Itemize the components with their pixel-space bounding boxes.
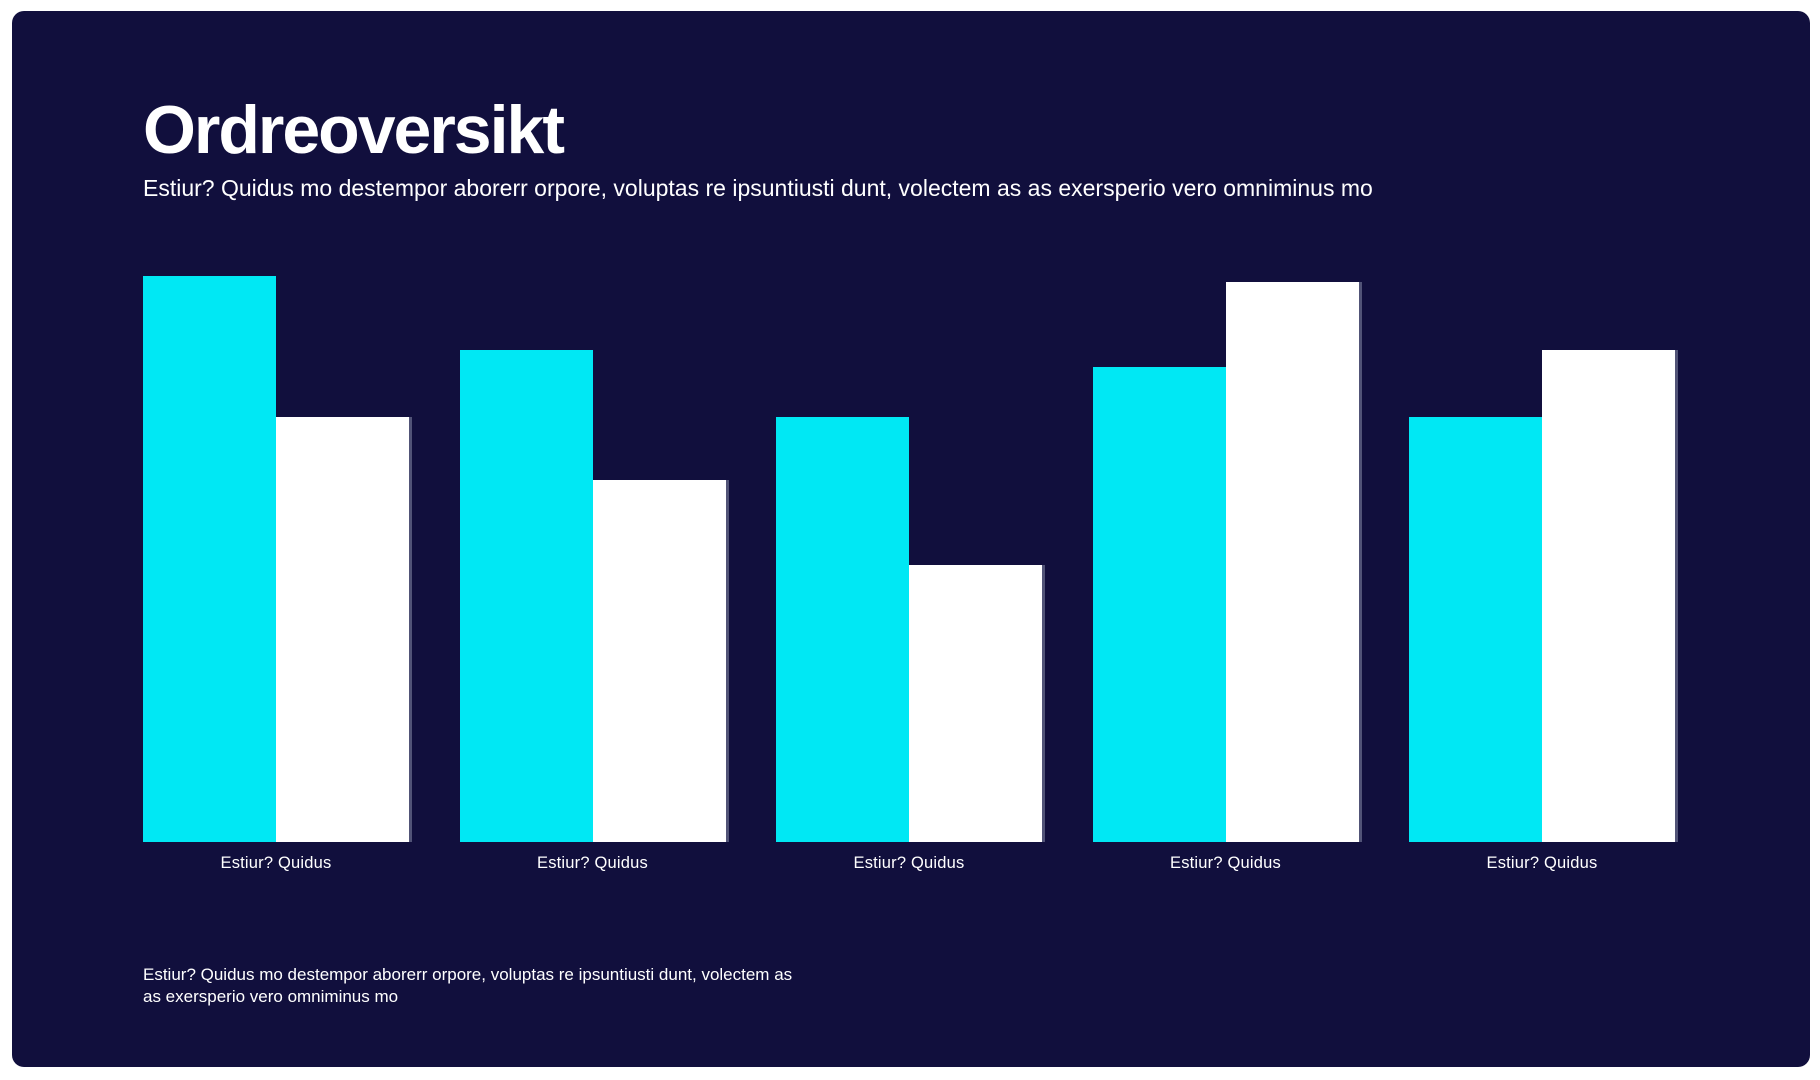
bar-white-series — [1225, 282, 1359, 842]
bar-chart — [143, 276, 1678, 842]
bar-white-series — [909, 565, 1042, 842]
category-labels-row: Estiur? Quidus Estiur? Quidus Estiur? Quid… — [143, 854, 1678, 878]
bar-cyan-series — [1409, 417, 1542, 842]
bar-cyan-series — [1092, 367, 1226, 842]
bar-white-series — [592, 480, 726, 842]
bar-group — [776, 276, 1042, 842]
category-label: Estiur? Quidus — [1169, 854, 1282, 872]
footer-note: Estiur? Quidus mo destempor aborerr orpo… — [143, 965, 793, 1006]
slide-card: Ordreoversikt Estiur? Quidus mo destempo… — [12, 11, 1810, 1067]
page-title: Ordreoversikt — [143, 92, 565, 168]
bar-group — [459, 276, 726, 842]
bar-group — [1092, 276, 1359, 842]
bar-group — [143, 276, 409, 842]
category-label: Estiur? Quidus — [1486, 854, 1598, 872]
category-label: Estiur? Quidus — [536, 854, 649, 872]
bar-white-series — [276, 417, 409, 842]
bar-white-series — [1542, 350, 1675, 842]
bar-cyan-series — [459, 350, 593, 842]
category-label: Estiur? Quidus — [853, 854, 965, 872]
bar-cyan-series — [143, 276, 276, 842]
bar-group — [1409, 276, 1675, 842]
category-label: Estiur? Quidus — [220, 854, 332, 872]
page-subtitle: Estiur? Quidus mo destempor aborerr orpo… — [143, 175, 1373, 201]
bar-cyan-series — [776, 417, 909, 842]
